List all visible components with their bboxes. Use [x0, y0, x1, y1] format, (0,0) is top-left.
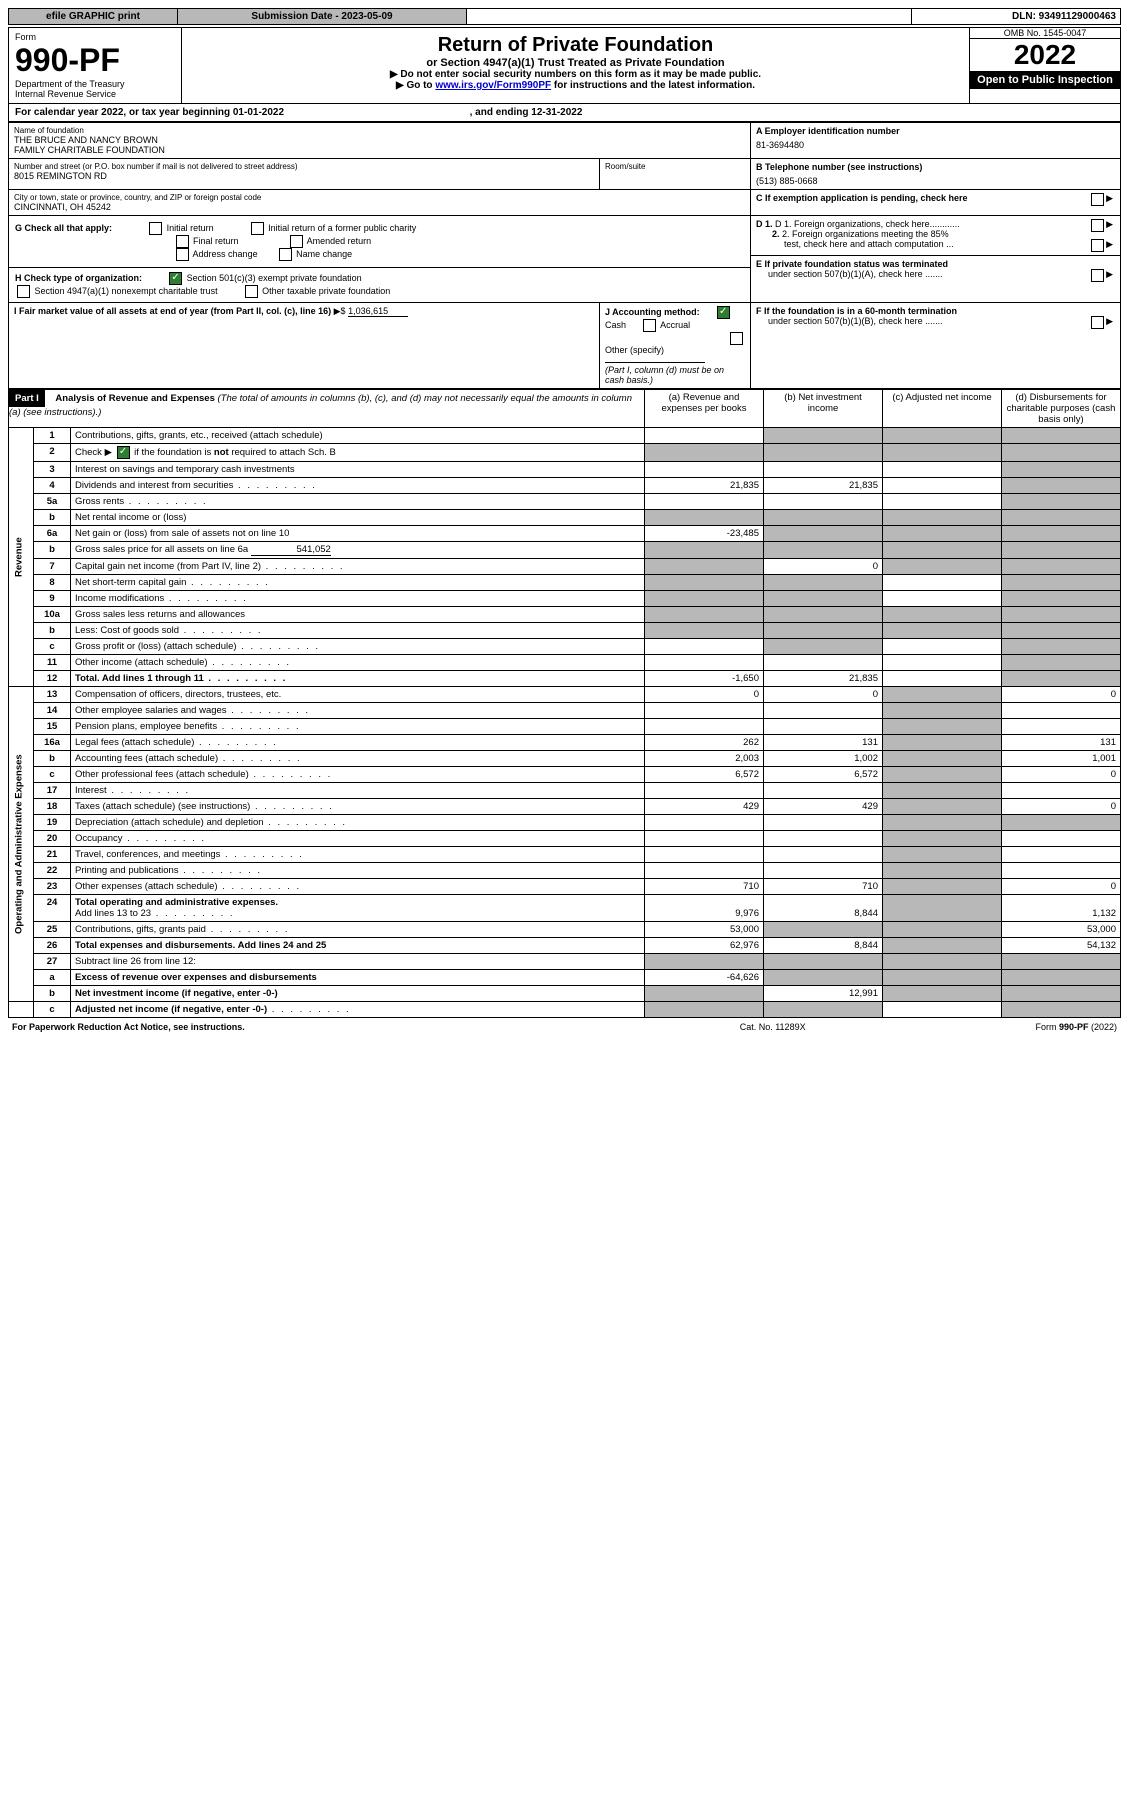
col-a-hdr: (a) Revenue and expenses per books [645, 390, 764, 428]
addr-label: Number and street (or P.O. box number if… [14, 162, 594, 171]
city-label: City or town, state or province, country… [14, 193, 745, 202]
topbar: efile GRAPHIC print Submission Date - 20… [8, 8, 1121, 25]
dln: DLN: 93491129000463 [912, 9, 1121, 25]
j-note: (Part I, column (d) must be on cash basi… [605, 365, 724, 385]
g-name-chk[interactable] [279, 248, 292, 261]
d1-chk[interactable] [1091, 219, 1104, 232]
h-other-chk[interactable] [245, 285, 258, 298]
c-label: C If exemption application is pending, c… [756, 193, 968, 203]
submission-date: Submission Date - 2023-05-09 [178, 9, 467, 25]
j-accrual-chk[interactable] [643, 319, 656, 332]
part1-label: Part I [9, 390, 45, 407]
c-checkbox[interactable] [1091, 193, 1104, 206]
ein-value: 81-3694480 [756, 140, 1115, 150]
form-subtitle: or Section 4947(a)(1) Trust Treated as P… [188, 57, 963, 69]
j-other-chk[interactable] [730, 332, 743, 345]
col-c-hdr: (c) Adjusted net income [883, 390, 1002, 428]
col-b-hdr: (b) Net investment income [764, 390, 883, 428]
form-title: Return of Private Foundation [188, 34, 963, 57]
addr-value: 8015 REMINGTON RD [14, 171, 594, 181]
phone-value: (513) 885-0668 [756, 176, 1115, 186]
omb-number: OMB No. 1545-0047 [970, 28, 1120, 39]
d2-label: 2. 2. Foreign organizations meeting the … [756, 229, 1115, 249]
e-chk[interactable] [1091, 269, 1104, 282]
calendar-year-row: For calendar year 2022, or tax year begi… [8, 104, 1121, 122]
g-addr-chk[interactable] [176, 248, 189, 261]
g-final-chk[interactable] [176, 235, 189, 248]
foundation-name-1: THE BRUCE AND NANCY BROWN [14, 135, 745, 145]
room-label: Room/suite [605, 162, 745, 171]
form-header: Form 990-PF Department of the Treasury I… [8, 27, 1121, 104]
phone-label: B Telephone number (see instructions) [756, 162, 1115, 172]
form-ref: Form 990-PF (2022) [874, 1020, 1121, 1034]
part1-table: Part I Analysis of Revenue and Expenses … [8, 389, 1121, 1018]
form-word: Form [15, 32, 175, 42]
paperwork-notice: For Paperwork Reduction Act Notice, see … [8, 1020, 671, 1034]
j-label: J Accounting method: [605, 307, 700, 317]
h-label: H Check type of organization: [15, 273, 142, 283]
topbar-spacer [467, 9, 912, 25]
col-d-hdr: (d) Disbursements for charitable purpose… [1002, 390, 1121, 428]
tax-year: 2022 [970, 39, 1120, 71]
footer: For Paperwork Reduction Act Notice, see … [8, 1020, 1121, 1034]
cat-no: Cat. No. 11289X [671, 1020, 874, 1034]
g-former-chk[interactable] [251, 222, 264, 235]
i-value: 1,036,615 [348, 306, 408, 317]
d1-label: D 1. D 1. Foreign organizations, check h… [756, 219, 1115, 229]
efile-btn[interactable]: efile GRAPHIC print [9, 9, 178, 25]
schb-chk[interactable] [117, 446, 130, 459]
g-initial-chk[interactable] [149, 222, 162, 235]
d2-chk[interactable] [1091, 239, 1104, 252]
city-value: CINCINNATI, OH 45242 [14, 202, 745, 212]
i-label: I Fair market value of all assets at end… [14, 306, 331, 316]
form-number: 990-PF [15, 42, 175, 79]
foundation-name-2: FAMILY CHARITABLE FOUNDATION [14, 145, 745, 155]
ein-label: A Employer identification number [756, 126, 1115, 136]
h-4947-chk[interactable] [17, 285, 30, 298]
info-block: Name of foundation THE BRUCE AND NANCY B… [8, 122, 1121, 389]
instr-1: ▶ Do not enter social security numbers o… [188, 69, 963, 80]
g-amended-chk[interactable] [290, 235, 303, 248]
name-label: Name of foundation [14, 126, 745, 135]
dept-line2: Internal Revenue Service [15, 89, 175, 99]
open-public: Open to Public Inspection [970, 71, 1120, 89]
dept-line1: Department of the Treasury [15, 79, 175, 89]
irs-link[interactable]: www.irs.gov/Form990PF [435, 80, 551, 91]
instr-2: ▶ Go to www.irs.gov/Form990PF for instru… [188, 80, 963, 91]
expenses-side: Operating and Administrative Expenses [9, 687, 34, 1002]
e-label: E If private foundation status was termi… [756, 259, 1115, 279]
j-cash-chk[interactable] [717, 306, 730, 319]
f-chk[interactable] [1091, 316, 1104, 329]
revenue-side: Revenue [9, 428, 34, 687]
f-label: F If the foundation is in a 60-month ter… [756, 306, 1115, 326]
g-label: G Check all that apply: [15, 223, 112, 233]
h-501c3-chk[interactable] [169, 272, 182, 285]
